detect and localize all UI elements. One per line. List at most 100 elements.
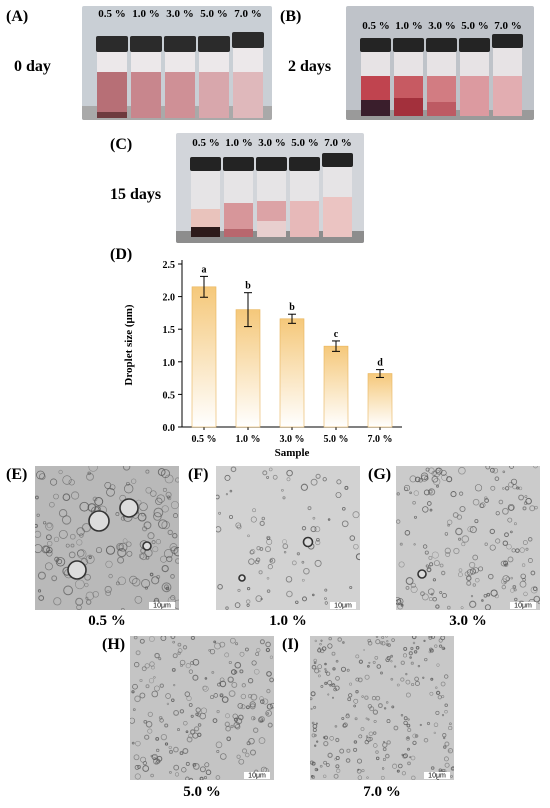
droplet [371,696,377,701]
x-tick-label: 3.0 % [280,434,305,445]
droplet [105,590,111,596]
droplet [35,495,39,500]
droplet [158,519,168,529]
droplet [406,692,411,698]
droplet [256,546,261,551]
droplet [415,645,420,650]
conc-label: 5.0 % [291,137,319,149]
droplet [439,563,444,568]
droplet [135,740,141,747]
droplet [248,694,253,699]
droplet [286,477,291,482]
droplet [422,676,425,679]
vials-photo-day0: 0.5 % 1.0 % 3.0 % 5.0 % 7.0 % [82,6,272,120]
droplet [396,683,400,687]
droplet [230,669,237,675]
droplet [326,763,330,767]
droplet [355,654,360,659]
droplet [447,523,451,527]
droplet [310,697,313,701]
droplet [335,659,339,663]
droplet [87,503,97,512]
large-droplet [238,574,246,582]
vials-photo-day15: 0.5 % 1.0 % 3.0 % 5.0 % 7.0 % [176,133,364,243]
droplet [151,690,159,698]
droplet [199,766,206,773]
panel-i-label: (I) [282,636,299,653]
droplet [236,754,241,759]
conc-label: 7.0 % [324,137,352,149]
droplet [347,697,352,702]
droplet [270,559,273,562]
droplet [412,641,416,645]
droplet [38,595,45,601]
droplet [241,683,246,688]
droplet [334,685,340,691]
droplet [527,537,533,542]
droplet [440,636,446,641]
droplet [221,696,229,703]
droplet [335,492,342,498]
droplet [149,636,155,642]
droplet [414,680,420,687]
droplet [246,586,251,591]
droplet [247,678,254,684]
droplet [466,580,472,586]
droplet [161,469,171,479]
droplet [61,515,72,525]
droplet [249,703,256,710]
droplet [130,717,135,724]
droplet [429,647,433,652]
panel-c-day-label: 15 days [110,186,162,203]
droplet [507,517,513,523]
droplet [228,660,232,665]
droplet [151,540,156,545]
droplet [345,714,350,719]
droplet [510,530,513,534]
droplet [196,712,202,718]
droplet [422,506,429,513]
micrograph-e-caption: 0.5 % [88,613,126,629]
droplet [236,524,242,530]
droplet [433,722,439,727]
droplet [134,773,141,780]
droplet [109,484,116,491]
droplet [513,522,517,526]
droplet [190,636,195,640]
droplet [400,660,406,666]
droplet [448,749,451,752]
droplet [229,515,233,519]
droplet [141,526,148,532]
droplet [390,654,394,658]
droplet [449,722,452,726]
droplet [251,660,257,666]
droplet [322,477,327,482]
droplet [314,639,317,643]
droplet [172,640,175,644]
droplet [126,481,130,486]
droplet [269,557,276,564]
droplet [494,594,499,599]
droplet [396,769,400,773]
droplet [115,512,120,517]
droplet [170,501,179,510]
droplet [441,646,445,650]
droplet [509,466,514,469]
droplet [281,488,284,492]
droplet [62,493,71,502]
bar [191,286,217,428]
droplet [185,730,189,734]
droplet [410,646,414,651]
droplet [436,778,440,780]
droplet [85,596,89,600]
droplet [252,508,256,513]
droplet [431,551,439,559]
droplet [340,666,347,672]
droplet [357,677,363,683]
droplet [459,505,466,513]
droplet [235,724,241,730]
droplet [203,776,208,780]
droplet [355,689,359,694]
droplet [266,589,271,593]
droplet [341,520,349,528]
